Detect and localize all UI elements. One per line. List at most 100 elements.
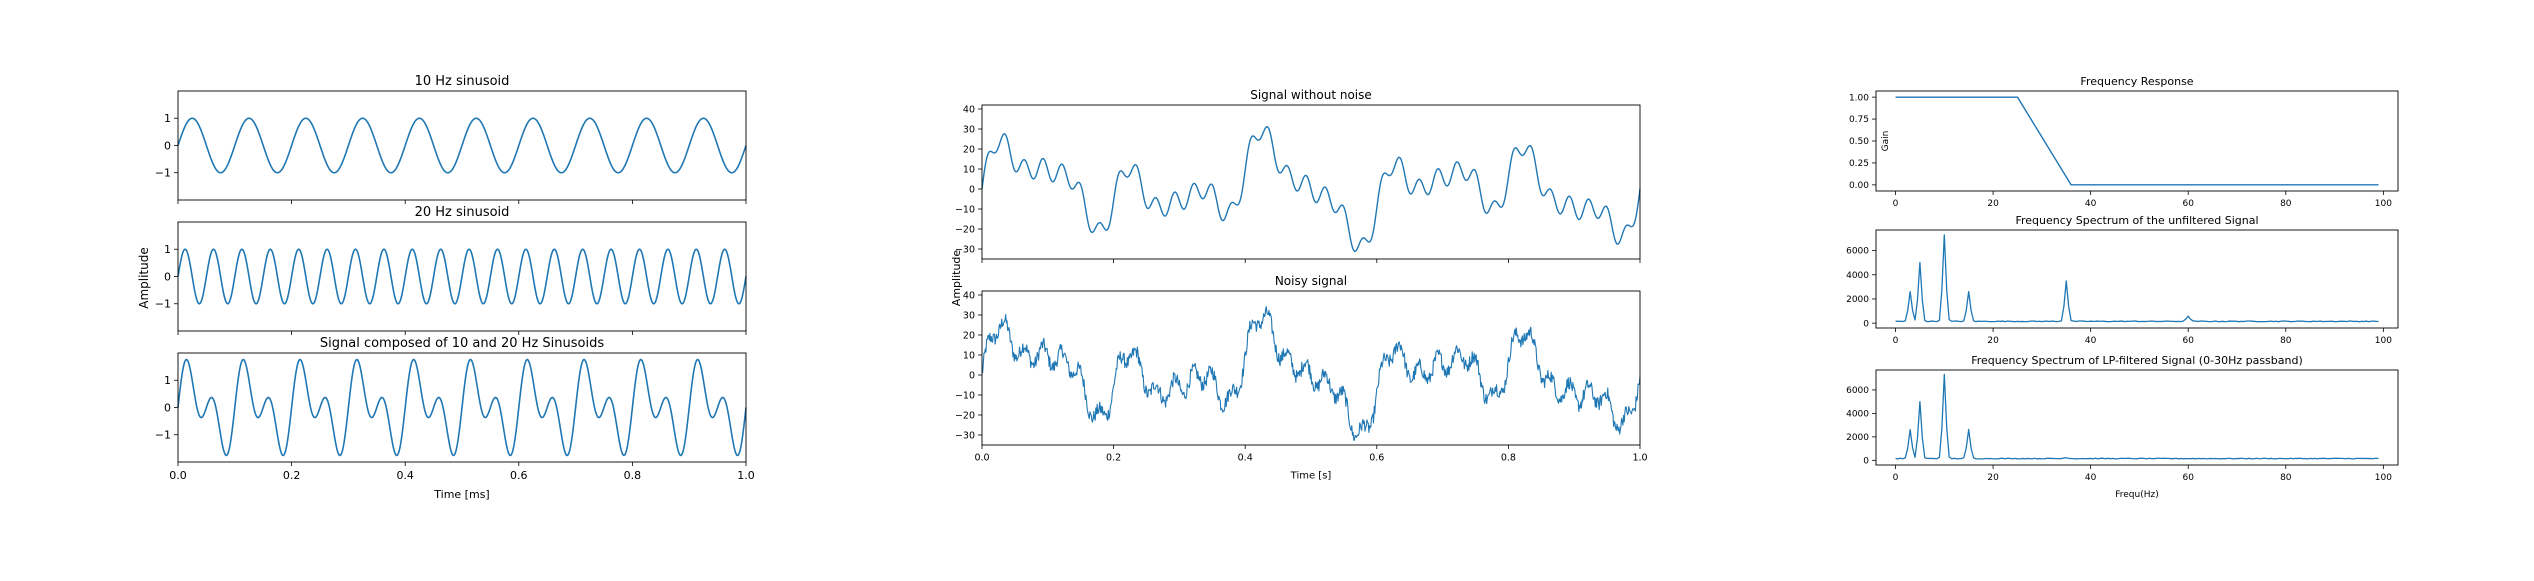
axes-frame xyxy=(981,104,1641,260)
x-tick-label: 0 xyxy=(1893,336,1899,346)
x-tick-label: 0.8 xyxy=(624,469,642,482)
x-tick-label: 80 xyxy=(2280,336,2292,346)
x-tick-label: 0 xyxy=(1893,473,1899,483)
x-tick-label: 0.4 xyxy=(396,469,414,482)
y-tick-label: 0.25 xyxy=(1849,159,1869,169)
series-line xyxy=(1895,373,2379,460)
y-tick-label: 0 xyxy=(969,370,975,381)
panel-noisy-signal: 0.0 0.2 0.4 0.6 0.8 1.0 40 30 20 10 0 −10 −20 −30 Nois… xyxy=(955,274,1648,482)
y-tick-label: 2000 xyxy=(1846,433,1869,443)
y-tick-label: 20 xyxy=(963,330,975,341)
y-tick-label: 0.00 xyxy=(1849,181,1869,191)
x-axis-label: Time [s] xyxy=(1290,471,1332,482)
y-tick-label: 0 xyxy=(164,270,171,283)
y-tick-label: 6000 xyxy=(1846,386,1869,396)
x-tick-label: 20 xyxy=(1987,336,1999,346)
x-axis-label: Time [ms] xyxy=(433,488,489,501)
y-tick-label: 1 xyxy=(164,112,171,125)
middle-shared-ylabel: Amplitude xyxy=(950,250,963,307)
panel-unfiltered-spectrum: 0 20 40 60 80 100 6000 4000 2000 0 Frequency Spect… xyxy=(1846,214,2399,346)
y-tick-label: 0 xyxy=(1863,456,1869,466)
axes-title: 10 Hz sinusoid xyxy=(415,74,510,89)
y-tick-label: 2000 xyxy=(1846,295,1869,305)
axes-title: Frequency Spectrum of the unfiltered Sig… xyxy=(2015,214,2258,227)
x-tick-label: 40 xyxy=(2085,199,2097,209)
x-tick-label: 20 xyxy=(1987,199,1999,209)
x-tick-label: 0.0 xyxy=(974,453,989,464)
x-tick-label: 80 xyxy=(2280,473,2292,483)
y-tick-label: −1 xyxy=(155,167,171,180)
y-tick-label: −20 xyxy=(955,410,975,421)
x-tick-label: 0.8 xyxy=(1501,453,1516,464)
y-tick-label: 30 xyxy=(963,124,975,135)
y-tick-label: 0 xyxy=(1863,319,1869,329)
y-tick-label: 40 xyxy=(963,290,975,301)
y-tick-label: −1 xyxy=(155,429,171,442)
y-tick-label: −30 xyxy=(955,430,975,441)
y-tick-label: −20 xyxy=(955,224,975,235)
axes-frame xyxy=(1875,369,2399,466)
axes-title: Frequency Spectrum of LP-filtered Signal… xyxy=(1971,354,2303,367)
y-tick-label: 0.50 xyxy=(1849,137,1869,147)
x-tick-label: 60 xyxy=(2182,473,2194,483)
axes-title: Signal composed of 10 and 20 Hz Sinusoid… xyxy=(320,336,604,351)
x-tick-label: 100 xyxy=(2375,473,2392,483)
y-axis-label: Gain xyxy=(1881,131,1891,152)
x-tick-label: 1.0 xyxy=(737,469,755,482)
series-line xyxy=(981,306,1641,441)
x-tick-label: 100 xyxy=(2375,336,2392,346)
y-tick-label: 40 xyxy=(963,104,975,115)
x-tick-label: 0.2 xyxy=(283,469,301,482)
y-tick-label: 10 xyxy=(963,350,975,361)
x-axis-label: Frequ(Hz) xyxy=(2115,490,2159,500)
series-line xyxy=(177,117,747,174)
x-tick-label: 0.2 xyxy=(1106,453,1121,464)
x-tick-label: 40 xyxy=(2085,473,2097,483)
y-tick-label: −10 xyxy=(955,390,975,401)
x-tick-label: 1.0 xyxy=(1632,453,1647,464)
axes-frame xyxy=(981,290,1641,446)
y-tick-label: 10 xyxy=(963,164,975,175)
y-tick-label: 1.00 xyxy=(1849,93,1869,103)
series-line xyxy=(177,358,747,457)
y-tick-label: 0 xyxy=(164,139,171,152)
axes-title: Noisy signal xyxy=(1275,274,1347,288)
y-tick-label: 0.75 xyxy=(1849,115,1869,125)
y-tick-label: −1 xyxy=(155,298,171,311)
left-shared-ylabel: Amplitude xyxy=(137,247,151,309)
panel-20hz-sinusoid: 1 0 −1 20 Hz sinusoid xyxy=(155,205,747,335)
y-tick-label: 4000 xyxy=(1846,271,1869,281)
y-tick-label: 20 xyxy=(963,144,975,155)
panel-composed-signal: 0.0 0.2 0.4 0.6 0.8 1.0 1 0 −1 Signal composed of… xyxy=(155,336,755,501)
y-tick-label: 1 xyxy=(164,374,171,387)
y-tick-label: 0 xyxy=(969,184,975,195)
axes-title: 20 Hz sinusoid xyxy=(415,205,510,220)
x-tick-label: 40 xyxy=(2085,336,2097,346)
axes-title: Frequency Response xyxy=(2080,75,2193,88)
x-tick-label: 80 xyxy=(2280,199,2292,209)
y-tick-label: 0 xyxy=(164,401,171,414)
panel-frequency-response: 0 20 40 60 80 100 1.00 0.75 0.50 0.25 0.00 Frequenc… xyxy=(1849,75,2399,209)
y-tick-label: −10 xyxy=(955,204,975,215)
series-line xyxy=(1895,234,2379,323)
x-tick-label: 20 xyxy=(1987,473,1999,483)
y-tick-label: −30 xyxy=(955,244,975,255)
y-tick-label: 30 xyxy=(963,310,975,321)
x-tick-label: 0.6 xyxy=(1369,453,1384,464)
x-tick-label: 0.0 xyxy=(169,469,187,482)
y-tick-label: 1 xyxy=(164,243,171,256)
x-tick-label: 60 xyxy=(2182,199,2194,209)
x-tick-label: 0 xyxy=(1893,199,1899,209)
series-line xyxy=(177,248,747,305)
panel-10hz-sinusoid: 1 0 −1 10 Hz sinusoid xyxy=(155,74,747,204)
panel-signal-without-noise: 40 30 20 10 0 −10 −20 −30 Signal without noise xyxy=(955,88,1641,263)
x-tick-label: 0.4 xyxy=(1238,453,1253,464)
x-tick-label: 0.6 xyxy=(510,469,528,482)
y-tick-label: 4000 xyxy=(1846,410,1869,420)
axes-title: Signal without noise xyxy=(1250,88,1372,102)
x-tick-label: 100 xyxy=(2375,199,2392,209)
panel-filtered-spectrum: 0 20 40 60 80 100 6000 4000 2000 0 Frequency Spect… xyxy=(1846,354,2399,500)
axes-frame xyxy=(1875,229,2399,329)
x-tick-label: 60 xyxy=(2182,336,2194,346)
